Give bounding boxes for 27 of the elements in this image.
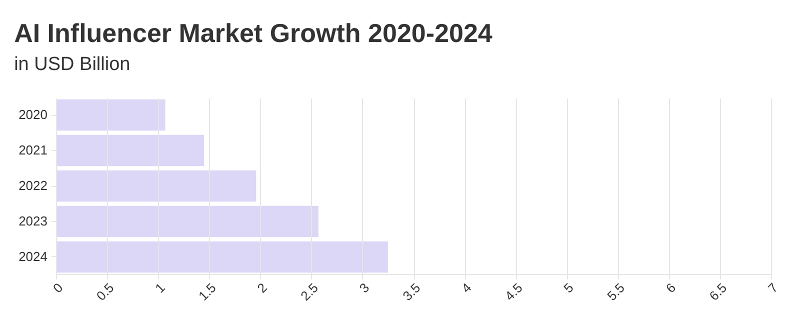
y-tick-label: 2021 <box>18 142 48 158</box>
x-tick-label: 3.5 <box>400 280 424 304</box>
x-tick-label: 4 <box>458 280 474 296</box>
y-tick-label: 2023 <box>18 213 48 228</box>
chart-subtitle: in USD Billion <box>14 54 130 75</box>
y-tick-label: 2022 <box>18 178 48 193</box>
x-tick-label: 6 <box>662 280 679 296</box>
x-tick-label: 2 <box>254 280 270 296</box>
y-tick-label: 2024 <box>18 248 48 264</box>
x-tick-label: 3 <box>356 280 372 296</box>
bar <box>56 241 388 273</box>
x-tick-label: 0 <box>50 280 66 296</box>
bar <box>56 134 204 166</box>
x-tick-label: 6.5 <box>706 280 730 304</box>
x-tick-label: 7 <box>764 280 781 296</box>
chart-title: AI Influencer Market Growth 2020-2024 <box>14 18 493 48</box>
y-tick-label: 2020 <box>18 107 48 122</box>
x-tick-label: 5.5 <box>604 280 628 304</box>
x-tick-label: 1 <box>152 280 168 296</box>
x-tick-label: 0.5 <box>93 280 117 304</box>
x-tick-label: 5 <box>560 280 576 296</box>
bar <box>56 206 319 238</box>
x-tick-label: 2.5 <box>298 280 322 304</box>
x-tick-label: 4.5 <box>502 280 526 304</box>
x-tick-label: 1.5 <box>196 280 219 304</box>
bar <box>56 99 166 131</box>
bar <box>56 170 256 202</box>
